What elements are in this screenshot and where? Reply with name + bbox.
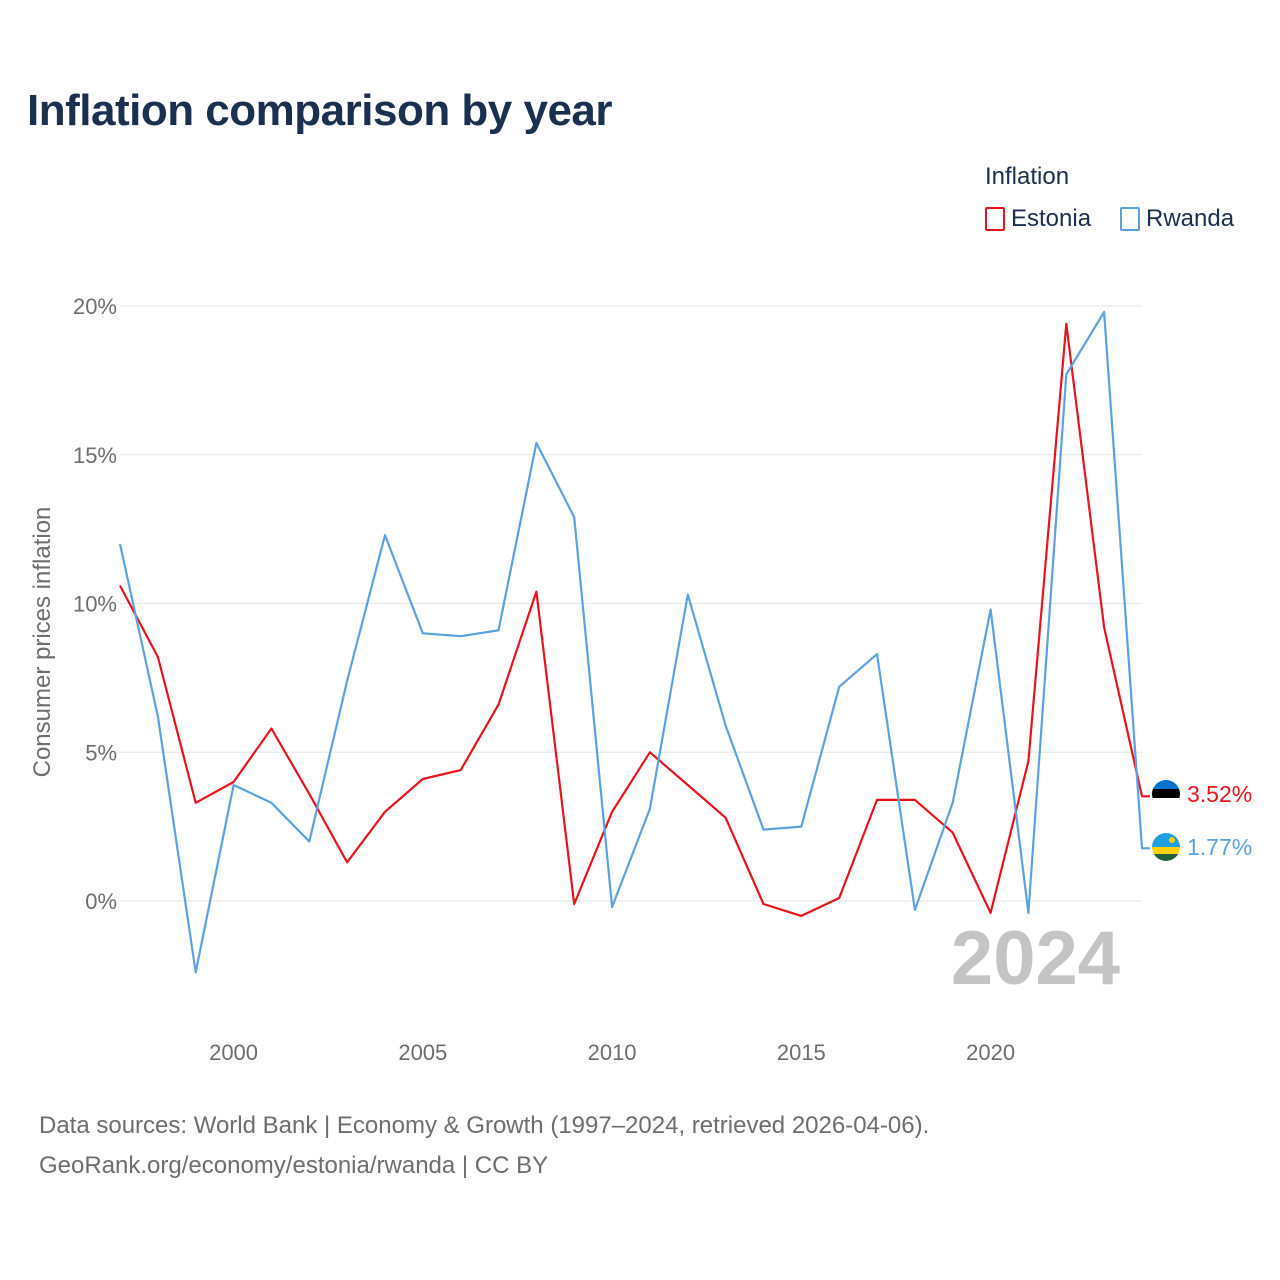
x-tick-label: 2020 (966, 1040, 1015, 1065)
source-line-1: Data sources: World Bank | Economy & Gro… (39, 1112, 930, 1139)
chart-title: Inflation comparison by year (27, 86, 613, 135)
x-tick-label: 2010 (588, 1040, 637, 1065)
series-line-rwanda[interactable] (118, 310, 1150, 974)
series-line-estonia[interactable] (119, 322, 1150, 917)
legend-swatch-estonia (985, 207, 1005, 231)
rwanda-flag-icon (1152, 833, 1180, 861)
legend-label-estonia: Estonia (1011, 205, 1092, 232)
legend-title: Inflation (985, 163, 1070, 190)
x-tick-label: 2000 (209, 1040, 258, 1065)
line-chart: 0% 5% 10% 15% 20% 2000 2005 2010 2015 2020 Consu… (29, 294, 1252, 1065)
y-tick-label: 10% (73, 592, 117, 617)
legend-item-rwanda[interactable]: Rwanda (1120, 205, 1234, 233)
estonia-flag-icon (1152, 780, 1180, 808)
x-axis-tick-labels: 2000 2005 2010 2015 2020 (209, 1040, 1015, 1065)
year-watermark: 2024 (951, 916, 1120, 1001)
y-gridlines (120, 305, 1142, 902)
legend-item-estonia[interactable]: Estonia (985, 205, 1091, 233)
series-lines (118, 310, 1150, 974)
x-tick-label: 2015 (777, 1040, 826, 1065)
legend-swatch-rwanda (1120, 207, 1140, 231)
source-note: Data sources: World Bank | Economy & Gro… (39, 1106, 929, 1186)
y-tick-label: 15% (73, 443, 117, 468)
source-line-2[interactable]: GeoRank.org/economy/estonia/rwanda | CC … (39, 1152, 549, 1179)
y-tick-label: 20% (73, 294, 117, 319)
end-label-estonia: 3.52% (1187, 781, 1252, 807)
y-axis-label: Consumer prices inflation (29, 507, 56, 778)
y-tick-label: 0% (85, 889, 117, 914)
legend-label-rwanda: Rwanda (1146, 205, 1235, 232)
x-tick-label: 2005 (398, 1040, 447, 1065)
y-axis-tick-labels: 0% 5% 10% 15% 20% (73, 294, 117, 914)
end-label-rwanda: 1.77% (1187, 834, 1252, 860)
end-labels: 3.52% 1.77% (1187, 781, 1252, 860)
y-tick-label: 5% (85, 740, 117, 765)
